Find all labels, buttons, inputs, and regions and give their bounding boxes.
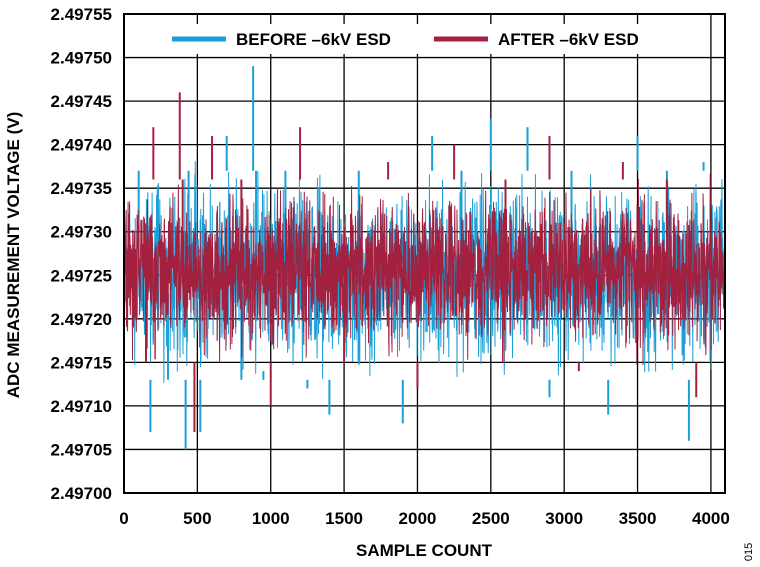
y-tick-labels: 2.49700 2.49705 2.49710 2.49715 2.49720 2.497… (51, 5, 112, 503)
y-axis-title: ADC MEASUREMENT VOLTAGE (V) (4, 112, 23, 398)
x-tick-label: 3000 (545, 509, 583, 528)
x-axis-title: SAMPLE COUNT (356, 541, 493, 560)
series-after (123, 92, 726, 433)
figure-number: 015 (743, 543, 755, 561)
x-tick-label: 3500 (619, 509, 657, 528)
y-tick-label: 2.49720 (51, 310, 112, 329)
y-tick-label: 2.49750 (51, 49, 112, 68)
y-tick-label: 2.49735 (51, 179, 112, 198)
x-tick-label: 2000 (399, 509, 437, 528)
y-tick-label: 2.49745 (51, 92, 112, 111)
x-tick-label: 500 (183, 509, 211, 528)
legend-label-before: BEFORE –6kV ESD (236, 30, 391, 49)
plot-frame (123, 13, 726, 494)
legend-background (162, 24, 682, 54)
x-tick-label: 4000 (692, 509, 730, 528)
y-tick-label: 2.49710 (51, 397, 112, 416)
series-layer (123, 66, 726, 450)
y-tick-label: 2.49715 (51, 353, 112, 372)
y-tick-label: 2.49725 (51, 266, 112, 285)
x-tick-labels: 0 500 1000 1500 2000 2500 3000 3500 4000 (119, 509, 730, 528)
y-tick-label: 2.49755 (51, 5, 112, 24)
y-tick-label: 2.49730 (51, 223, 112, 242)
y-tick-label: 2.49705 (51, 440, 112, 459)
series-noise-band (123, 173, 726, 366)
y-tick-label: 2.49700 (51, 484, 112, 503)
legend-label-after: AFTER –6kV ESD (498, 30, 639, 49)
x-tick-label: 2500 (472, 509, 510, 528)
x-tick-label: 1000 (252, 509, 290, 528)
x-tick-label: 1500 (325, 509, 363, 528)
x-tick-label: 0 (119, 509, 128, 528)
y-tick-label: 2.49740 (51, 136, 112, 155)
